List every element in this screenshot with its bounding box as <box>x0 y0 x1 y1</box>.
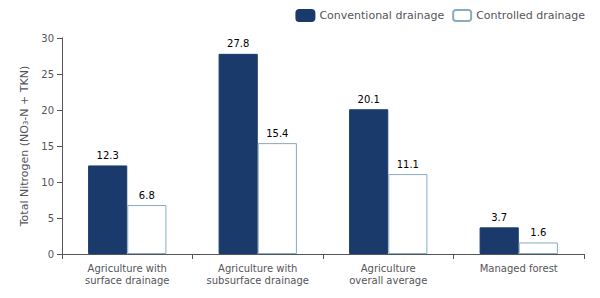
svg-text:Controlled drainage: Controlled drainage <box>476 9 585 22</box>
svg-text:20: 20 <box>41 105 54 116</box>
svg-text:Agriculture with: Agriculture with <box>88 263 167 274</box>
svg-text:6.8: 6.8 <box>139 190 155 201</box>
svg-text:20.1: 20.1 <box>358 94 380 105</box>
svg-text:25: 25 <box>41 69 54 80</box>
svg-text:3.7: 3.7 <box>491 212 507 223</box>
svg-text:overall average: overall average <box>349 275 427 286</box>
svg-text:1.6: 1.6 <box>530 227 546 238</box>
svg-text:subsurface drainage: subsurface drainage <box>207 275 309 286</box>
svg-text:27.8: 27.8 <box>227 38 249 49</box>
svg-text:Managed forest: Managed forest <box>480 263 558 274</box>
svg-text:15: 15 <box>41 141 54 152</box>
svg-text:Total Nitrogen (NO₃-N + TKN): Total Nitrogen (NO₃-N + TKN) <box>18 66 31 227</box>
svg-text:surface drainage: surface drainage <box>85 275 169 286</box>
svg-text:15.4: 15.4 <box>266 128 288 139</box>
svg-text:Conventional drainage: Conventional drainage <box>319 9 444 22</box>
svg-text:Agriculture with: Agriculture with <box>218 263 297 274</box>
svg-text:10: 10 <box>41 177 54 188</box>
svg-text:11.1: 11.1 <box>397 159 419 170</box>
svg-text:30: 30 <box>41 33 54 44</box>
svg-text:12.3: 12.3 <box>97 150 119 161</box>
svg-text:0: 0 <box>48 249 54 260</box>
svg-text:Agriculture: Agriculture <box>361 263 416 274</box>
svg-text:5: 5 <box>48 213 54 224</box>
